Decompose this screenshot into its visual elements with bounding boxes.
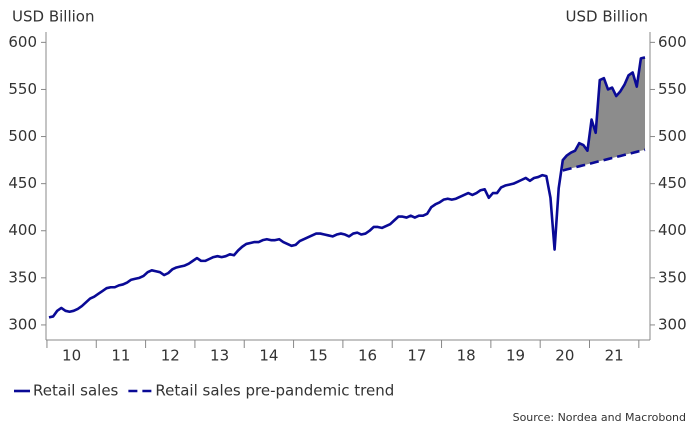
x-tick-label: 13 — [210, 347, 229, 365]
y2-tick-label: 300 — [658, 315, 687, 333]
x-tick-label: 18 — [457, 347, 476, 365]
legend-label: Retail sales pre-pandemic trend — [155, 382, 394, 400]
x-tick-label: 15 — [309, 347, 328, 365]
y-tick-label: 550 — [8, 80, 37, 98]
x-tick-label: 12 — [161, 347, 180, 365]
series-line — [48, 56, 646, 319]
x-tick-label: 10 — [62, 347, 81, 365]
y2-tick-label: 450 — [658, 174, 687, 192]
x-tick-label: 11 — [111, 347, 130, 365]
y2-tick-label: 550 — [658, 80, 687, 98]
x-tick-label: 19 — [506, 347, 525, 365]
y-tick-label: 600 — [8, 33, 37, 51]
x-tick-label: 16 — [358, 347, 377, 365]
y2-tick-label: 400 — [658, 221, 687, 239]
y-tick-label: 300 — [8, 315, 37, 333]
x-tick-label: 14 — [259, 347, 278, 365]
y2-tick-label: 350 — [658, 268, 687, 286]
y-tick-label: 400 — [8, 221, 37, 239]
y-tick-label: 350 — [8, 268, 37, 286]
y2-tick-label: 600 — [658, 33, 687, 51]
source: Source: Nordea and Macrobond — [513, 411, 686, 424]
y-tick-label: 500 — [8, 127, 37, 145]
y-axis-label: USD Billion — [12, 8, 94, 26]
x-tick-label: 20 — [555, 347, 574, 365]
y2-axis-label: USD Billion — [566, 8, 648, 26]
x-tick-label: 17 — [407, 347, 426, 365]
x-tick-label: 21 — [605, 347, 624, 365]
y2-tick-label: 500 — [658, 127, 687, 145]
y-tick-label: 450 — [8, 174, 37, 192]
series-line — [562, 148, 646, 172]
legend-label: Retail sales — [33, 382, 119, 400]
